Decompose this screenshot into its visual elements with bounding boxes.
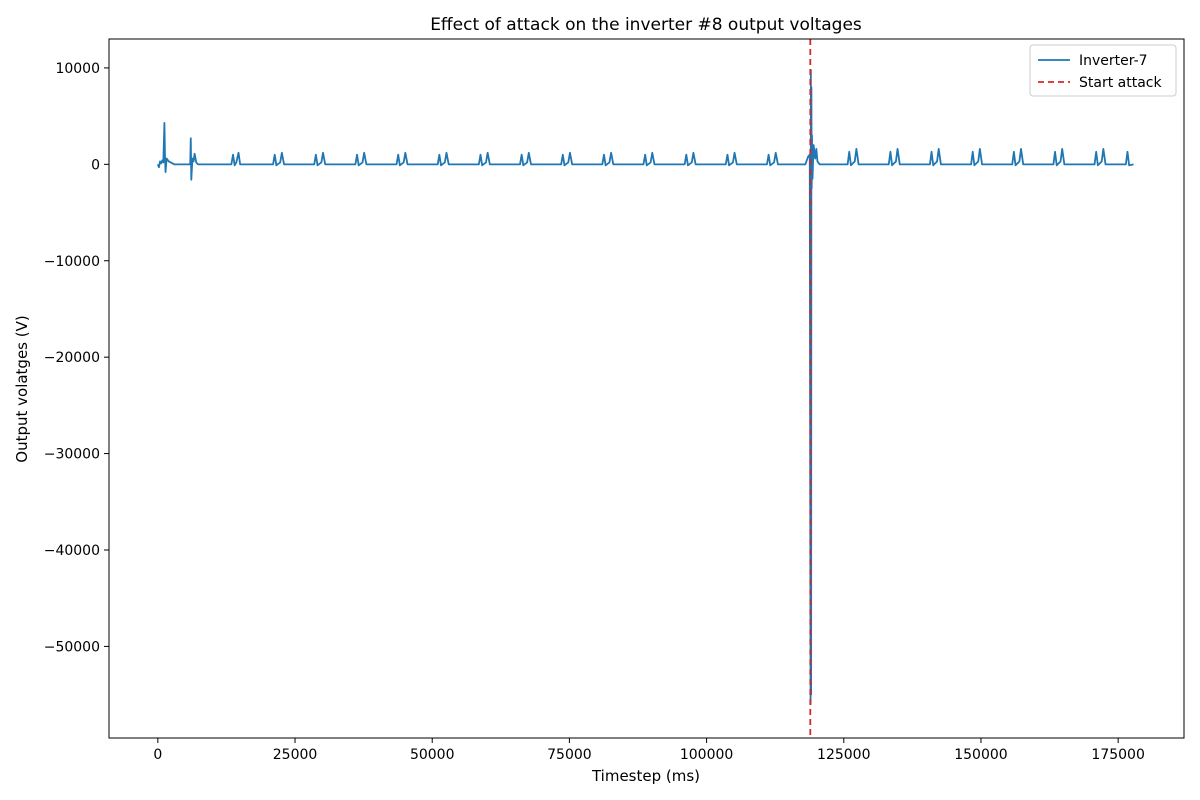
y-tick-label: −20000 — [44, 350, 100, 366]
y-tick-label: 0 — [91, 157, 100, 173]
plot-area — [156, 39, 1134, 738]
x-axis-label: Timestep (ms) — [591, 767, 700, 785]
legend-label: Inverter-7 — [1079, 53, 1148, 69]
x-tick-label: 0 — [153, 747, 162, 763]
y-tick-label: −40000 — [44, 543, 100, 559]
x-tick-label: 175000 — [1091, 747, 1144, 763]
series-line-inverter-7 — [156, 68, 1134, 706]
x-tick-label: 75000 — [547, 747, 592, 763]
plot-frame — [108, 38, 1185, 739]
series-group — [156, 39, 1134, 738]
x-tick-label: 25000 — [273, 747, 318, 763]
x-tick-label: 50000 — [410, 747, 455, 763]
y-tick-label: −30000 — [44, 447, 100, 463]
y-tick-label: 10000 — [55, 61, 100, 77]
legend-box — [1029, 44, 1177, 97]
y-tick-label: −50000 — [44, 639, 100, 655]
y-tick-label: −10000 — [44, 254, 100, 270]
chart-title: Effect of attack on the inverter #8 outp… — [430, 15, 862, 35]
x-tick-label: 150000 — [954, 747, 1007, 763]
legend: Inverter-7 Start attack — [1029, 44, 1177, 97]
axis-ticks: 0 25000 50000 75000 100000 125000 150000 175000… — [44, 61, 1145, 763]
y-axis-label: Output volatges (V) — [13, 315, 31, 462]
x-tick-label: 100000 — [680, 747, 733, 763]
x-tick-label: 125000 — [817, 747, 870, 763]
legend-label: Start attack — [1079, 75, 1162, 91]
